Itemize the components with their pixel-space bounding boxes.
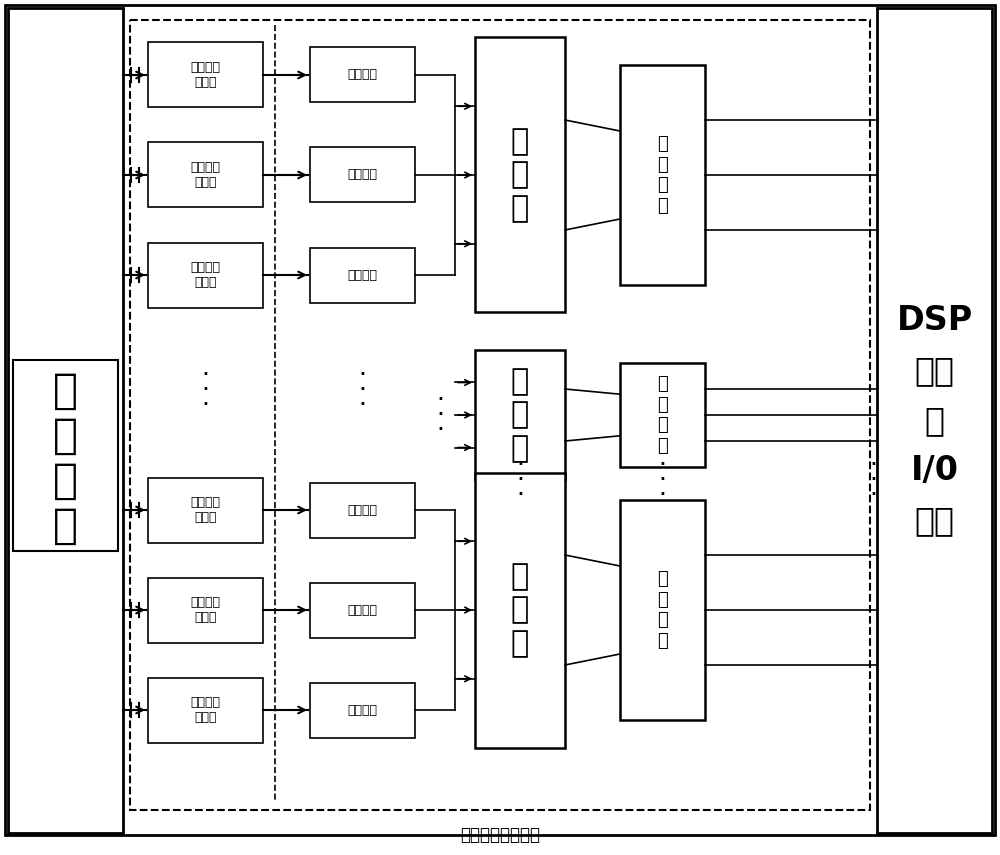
Bar [148, 677, 263, 742]
Text: 列: 列 [53, 504, 78, 546]
Bar [310, 148, 415, 203]
Bar [148, 43, 263, 108]
Text: ·: · [358, 393, 366, 417]
Text: ·: · [202, 393, 210, 417]
Text: 机: 机 [924, 404, 944, 437]
Text: 比较电路: 比较电路 [348, 504, 378, 516]
Bar [310, 247, 415, 303]
Text: ·: · [869, 468, 877, 492]
Text: ·: · [436, 418, 444, 442]
Text: ·: · [436, 403, 444, 427]
Text: 比较电路: 比较电路 [348, 268, 378, 281]
Bar [13, 361, 118, 551]
Bar [620, 65, 705, 285]
Text: ·: · [869, 453, 877, 477]
Bar [620, 363, 705, 467]
Text: 单片: 单片 [914, 354, 954, 387]
Text: 引脚: 引脚 [914, 504, 954, 537]
Text: 光照强度
传感器: 光照强度 传感器 [190, 61, 220, 89]
Text: ·: · [869, 483, 877, 507]
Text: 光: 光 [53, 369, 78, 411]
Text: 比较电路: 比较电路 [348, 704, 378, 716]
Text: ·: · [658, 453, 666, 477]
Text: 光照强度
传感器: 光照强度 传感器 [190, 496, 220, 524]
Text: ·: · [516, 468, 524, 492]
Text: 统计遮挡数目电路: 统计遮挡数目电路 [460, 826, 540, 844]
Text: 编
码
器: 编 码 器 [511, 127, 529, 223]
Text: 光照强度
传感器: 光照强度 传感器 [190, 696, 220, 724]
Bar [8, 8, 123, 833]
Text: 电
平
转
换: 电 平 转 换 [657, 374, 668, 455]
Bar [148, 143, 263, 208]
Bar [148, 477, 263, 543]
Text: ·: · [358, 378, 366, 402]
Bar [310, 682, 415, 738]
Text: ·: · [516, 453, 524, 477]
Text: DSP: DSP [896, 304, 973, 337]
Text: 阵: 阵 [53, 459, 78, 502]
Bar [148, 243, 263, 308]
Text: 光照强度
传感器: 光照强度 传感器 [190, 161, 220, 189]
Text: 电
平
转
换: 电 平 转 换 [657, 569, 668, 650]
Text: 比较电路: 比较电路 [348, 604, 378, 616]
Text: 光照强度
传感器: 光照强度 传感器 [190, 261, 220, 289]
Text: 比较电路: 比较电路 [348, 68, 378, 81]
Text: ·: · [436, 388, 444, 412]
Bar [148, 577, 263, 642]
Text: I/0: I/0 [910, 454, 958, 487]
Text: ·: · [516, 483, 524, 507]
Bar [620, 500, 705, 720]
Bar [310, 582, 415, 638]
Text: 电
平
转
换: 电 平 转 换 [657, 135, 668, 215]
Text: ·: · [202, 378, 210, 402]
Text: 伏: 伏 [53, 415, 78, 457]
Bar [475, 38, 565, 312]
Text: 比较电路: 比较电路 [348, 168, 378, 181]
Text: 光照强度
传感器: 光照强度 传感器 [190, 596, 220, 624]
Bar [310, 48, 415, 103]
Text: 编
码
器: 编 码 器 [511, 562, 529, 658]
Bar [877, 8, 992, 833]
Text: ·: · [358, 363, 366, 387]
Text: ·: · [658, 468, 666, 492]
Bar [475, 350, 565, 480]
Bar [130, 20, 870, 810]
Bar [310, 482, 415, 538]
Bar [475, 473, 565, 747]
Text: ·: · [658, 483, 666, 507]
Text: ·: · [202, 363, 210, 387]
Text: 编
码
器: 编 码 器 [511, 367, 529, 463]
